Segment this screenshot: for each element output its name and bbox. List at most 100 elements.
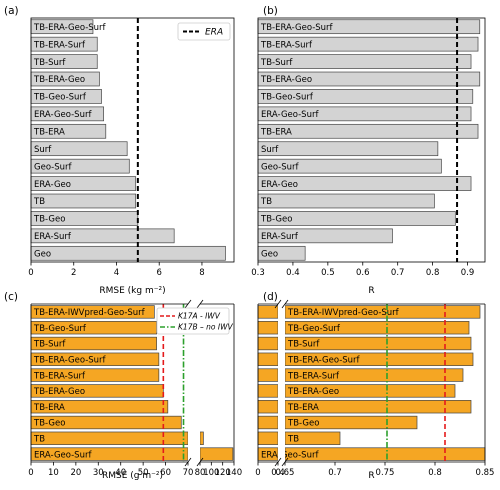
legend-label: K17A - IWV — [178, 312, 221, 321]
axis-break-mark — [281, 299, 289, 309]
chart-panel-2: TB-ERA-Geo-Surf TB-ERA-Surf TB-Surf TB-ERA-… — [251, 5, 486, 296]
x-tick-label: 20 — [70, 468, 81, 478]
x-tick-label: 2 — [71, 268, 76, 278]
legend-box — [177, 22, 231, 41]
bar — [257, 415, 279, 430]
bar-label: TB-Geo-Surf — [287, 324, 341, 334]
bar-label: TB-Geo — [287, 419, 319, 429]
bar-label: TB-ERA-Geo-Surf — [33, 356, 107, 366]
x-axis-label: RMSE (kg m⁻²) — [99, 286, 165, 296]
bar-label: TB-ERA-Geo-Surf — [260, 23, 334, 33]
bar-label: TB-ERA — [33, 403, 65, 413]
x-axis-label: R — [368, 471, 374, 481]
chart-panel-3: TB-ERA-IWVpred-Geo-Surf TB-Geo-Surf TB-Sur… — [4, 291, 242, 481]
x-tick-label: 8 — [199, 268, 204, 278]
bar-label: TB-ERA-Geo — [33, 387, 85, 397]
bar-label: ERA-Surf — [261, 232, 299, 242]
chart-panel-4: TB-ERA-IWVpred-Geo-Surf TB-Geo-Surf TB-Sur… — [255, 291, 494, 481]
bar-label: TB-ERA-Geo-Surf — [287, 356, 361, 366]
x-tick-label: 0.5 — [321, 268, 335, 278]
bar — [257, 384, 279, 398]
bar-label: ERA-Geo-Surf — [261, 110, 319, 120]
bar-label: TB-Surf — [33, 58, 66, 68]
axis-break-mark — [196, 299, 204, 309]
bar-label: TB-Surf — [33, 340, 66, 350]
x-tick-label: 0.8 — [428, 468, 442, 478]
legend-label: K17B – no IWV — [178, 323, 233, 332]
bar-label: TB-ERA-Geo-Surf — [33, 23, 107, 33]
bar-label: TB-Surf — [287, 340, 320, 350]
x-axis-label: RMSE (g m⁻²) — [102, 471, 163, 481]
x-axis-label: R — [368, 286, 374, 296]
x-tick-label: 6 — [156, 268, 161, 278]
bar-label: TB-ERA-Geo — [287, 387, 339, 397]
x-tick-label: 0.8 — [426, 268, 440, 278]
legend-c: K17A - IWV K17B – no IWV — [156, 307, 233, 335]
x-tick-label: 0.4 — [271, 468, 285, 478]
bar-label: ERA-Geo — [261, 180, 298, 190]
bar — [257, 193, 435, 209]
bar — [30, 193, 137, 209]
bar-label: TB-Geo — [260, 215, 292, 225]
chart-panel-1: TB-ERA-Geo-Surf TB-ERA-Surf TB-Surf TB-ERA-… — [4, 5, 235, 296]
x-tick-label: 120 — [215, 468, 231, 478]
bar-label: TB-Surf — [260, 58, 293, 68]
bar-label: Geo-Surf — [261, 162, 300, 172]
x-tick-label: 0.75 — [376, 468, 395, 478]
bar-label: TB-ERA — [33, 127, 65, 137]
bar-label: TB-ERA — [260, 127, 292, 137]
bar — [257, 431, 279, 445]
bar-label: Surf — [34, 145, 52, 155]
panel-label: (a) — [4, 5, 19, 17]
bar-label: TB-Geo-Surf — [33, 93, 87, 103]
bar-label: ERA-Geo — [34, 180, 71, 190]
x-tick-label: 50 — [138, 468, 149, 478]
bar-label: Surf — [261, 145, 279, 155]
bar-label: TB-ERA-Geo — [33, 75, 85, 85]
bar-label: ERA-Geo-Surf — [34, 450, 92, 460]
bar-label: TB-ERA-Surf — [287, 371, 340, 381]
bar-label: TB — [33, 197, 45, 207]
x-tick-label: 0.9 — [461, 268, 475, 278]
bar-label: ERA-Geo-Surf — [34, 110, 92, 120]
axis-break-mark — [184, 299, 192, 309]
bar — [257, 321, 279, 335]
bar-label: TB-ERA-IWVpred-Geo-Surf — [287, 308, 400, 318]
x-tick-label: 0.6 — [356, 268, 370, 278]
bar-label: TB-Geo — [33, 419, 65, 429]
bar-label: TB — [287, 435, 299, 445]
panel-label: (d) — [263, 291, 278, 303]
plot-frame — [30, 17, 235, 263]
bar — [199, 447, 234, 461]
x-tick-label: 0 — [255, 468, 260, 478]
bar-label: TB-ERA-Surf — [260, 40, 313, 50]
x-tick-label: 60 — [160, 468, 171, 478]
bar — [257, 336, 279, 351]
bar-label: TB-ERA-Geo — [260, 75, 312, 85]
legend-a: ERA — [177, 22, 231, 41]
bar-label: TB-Geo-Surf — [33, 324, 87, 334]
bar-label: Geo — [34, 249, 51, 259]
panel-label: (b) — [263, 5, 278, 17]
x-tick-label: 0.7 — [391, 268, 405, 278]
bar-label: TB-Geo — [33, 215, 65, 225]
bar-label: TB-ERA-Surf — [33, 40, 86, 50]
bar-label: TB-ERA — [287, 403, 319, 413]
panel-label: (c) — [4, 291, 18, 303]
bar-label: Geo — [261, 249, 278, 259]
bar — [257, 400, 279, 414]
bar — [30, 431, 189, 445]
x-tick-label: 0.3 — [251, 268, 265, 278]
x-tick-label: 0 — [28, 468, 33, 478]
x-tick-label: 0.65 — [276, 468, 295, 478]
bar — [199, 431, 204, 445]
bar-label: Geo-Surf — [34, 162, 73, 172]
bar-label: TB — [33, 435, 45, 445]
legend-label: ERA — [205, 28, 223, 38]
bar-label: TB-Geo-Surf — [260, 93, 314, 103]
axis-break-mark — [274, 299, 282, 309]
bar — [30, 245, 226, 261]
bar — [257, 141, 439, 157]
bar-label: TB-ERA-Surf — [33, 371, 86, 381]
